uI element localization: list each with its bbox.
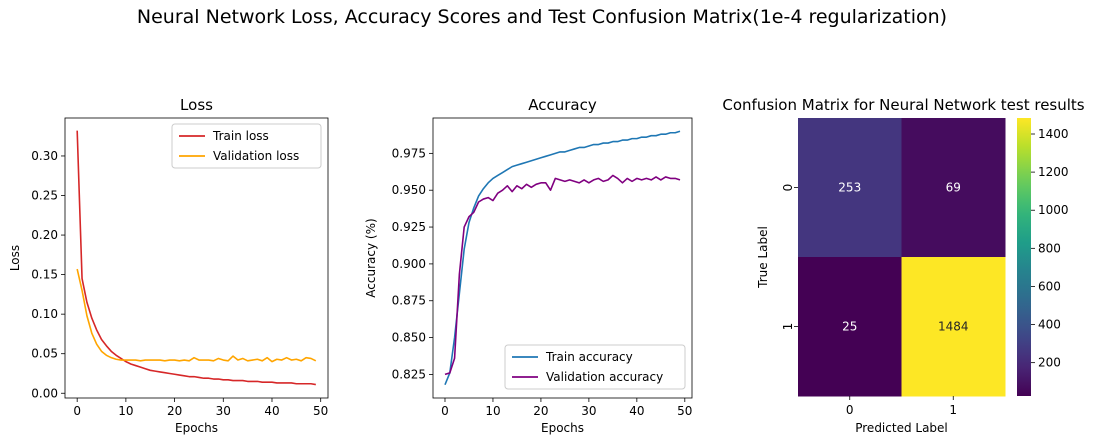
- y-tick-label: 0.20: [31, 228, 58, 242]
- y-axis-label: True Label: [756, 226, 770, 289]
- y-tick-label: 0.05: [31, 347, 58, 361]
- colorbar-tick-label: 1200: [1038, 165, 1069, 179]
- x-tick-label: 50: [313, 404, 328, 418]
- x-tick-label: 0: [73, 404, 81, 418]
- heatmap-cell: [798, 118, 902, 258]
- y-tick-label: 0.825: [392, 367, 426, 381]
- legend-box: [171, 123, 322, 169]
- y-axis-label: Accuracy (%): [364, 218, 378, 297]
- x-axis-label: Predicted Label: [855, 421, 948, 435]
- legend-label-1: Train loss: [212, 129, 269, 143]
- x-tick-label: 1: [949, 403, 957, 417]
- heatmap-cell: [901, 257, 1006, 397]
- colorbar-tick-label: 1400: [1038, 127, 1069, 141]
- x-axis-label: Epochs: [541, 421, 584, 435]
- confusion-matrix-chart: 253 69 25 1484 0 1 0 1 Confusion Matrix for Neur…: [722, 96, 1084, 435]
- plot-frame: [64, 117, 329, 399]
- heatmap-cell-value: 1484: [938, 320, 969, 334]
- x-tick-label: 40: [629, 404, 644, 418]
- y-tick-label: 0.25: [31, 189, 58, 203]
- chart-title: Accuracy: [528, 96, 597, 114]
- y-tick-label: 0.875: [392, 294, 426, 308]
- y-tick-label: 0: [781, 184, 795, 192]
- y-tick-label: 0.850: [392, 331, 426, 345]
- heatmap-cell-value: 69: [946, 181, 961, 195]
- y-tick-label: 0.975: [392, 146, 426, 160]
- x-tick-label: 20: [167, 404, 182, 418]
- x-tick-label: 40: [264, 404, 279, 418]
- legend-label-2: Validation loss: [213, 149, 299, 163]
- y-tick-label: 0.10: [31, 307, 58, 321]
- series-line-2: [76, 268, 317, 363]
- series-line-1: [76, 130, 316, 386]
- figure-title: Neural Network Loss, Accuracy Scores and…: [137, 6, 947, 28]
- chart-title: Confusion Matrix for Neural Network test…: [722, 96, 1084, 114]
- loss-chart: 0 10 20 30 40 50 0.00 0.05 0.10 0.15 0.20 0.25 0.30 L…: [8, 96, 329, 435]
- colorbar-tick-label: 400: [1038, 318, 1061, 332]
- x-tick-label: 10: [118, 404, 133, 418]
- x-tick-label: 30: [581, 404, 596, 418]
- colorbar-tick-label: 200: [1038, 356, 1061, 370]
- x-tick-label: 0: [441, 404, 449, 418]
- colorbar: [1017, 118, 1031, 396]
- heatmap-cell: [901, 118, 1006, 258]
- heatmap-cell-value: 253: [838, 181, 861, 195]
- colorbar-tick-label: 800: [1038, 241, 1061, 255]
- y-tick-label: 0.925: [392, 220, 426, 234]
- legend-label-2: Validation accuracy: [546, 370, 663, 384]
- colorbar-tick-label: 1000: [1038, 203, 1069, 217]
- x-tick-label: 50: [677, 404, 692, 418]
- legend-box: [504, 344, 686, 390]
- series-line-2: [444, 174, 681, 376]
- legend-label-1: Train accuracy: [545, 350, 633, 364]
- chart-title: Loss: [180, 96, 213, 114]
- x-tick-label: 0: [846, 403, 854, 417]
- plot-frame: [432, 117, 693, 399]
- heatmap-cell: [798, 257, 902, 397]
- y-tick-label: 1: [781, 323, 795, 331]
- y-tick-label: 0.950: [392, 183, 426, 197]
- colorbar-tick-label: 600: [1038, 279, 1061, 293]
- heatmap-cell-value: 25: [842, 320, 857, 334]
- x-axis-label: Epochs: [175, 421, 218, 435]
- x-tick-label: 20: [533, 404, 548, 418]
- y-axis-label: Loss: [8, 245, 22, 271]
- x-tick-label: 10: [485, 404, 500, 418]
- series-line-1: [444, 130, 681, 386]
- y-tick-label: 0.00: [31, 386, 58, 400]
- accuracy-chart: 0 10 20 30 40 50 0.825 0.850 0.875 0.900 0.925 0.95…: [364, 96, 692, 435]
- y-tick-label: 0.15: [31, 268, 58, 282]
- y-tick-label: 0.30: [31, 149, 58, 163]
- x-tick-label: 30: [216, 404, 231, 418]
- y-tick-label: 0.900: [392, 257, 426, 271]
